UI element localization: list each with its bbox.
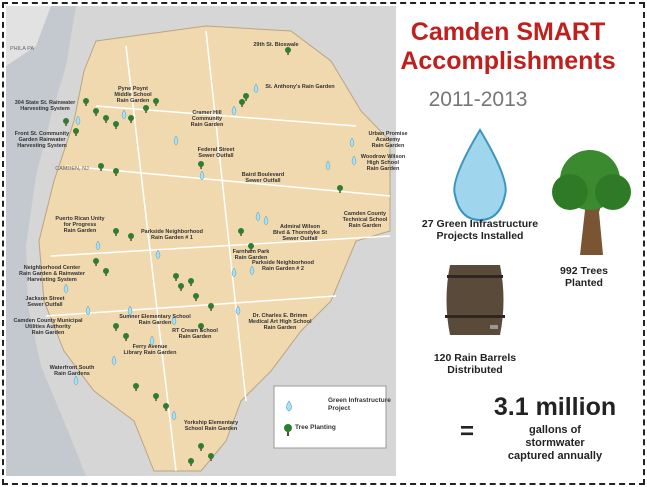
frame	[2, 2, 645, 485]
page: PHILA PACAMDEN, NJ29th St. BioswaleSt. A…	[0, 0, 647, 487]
